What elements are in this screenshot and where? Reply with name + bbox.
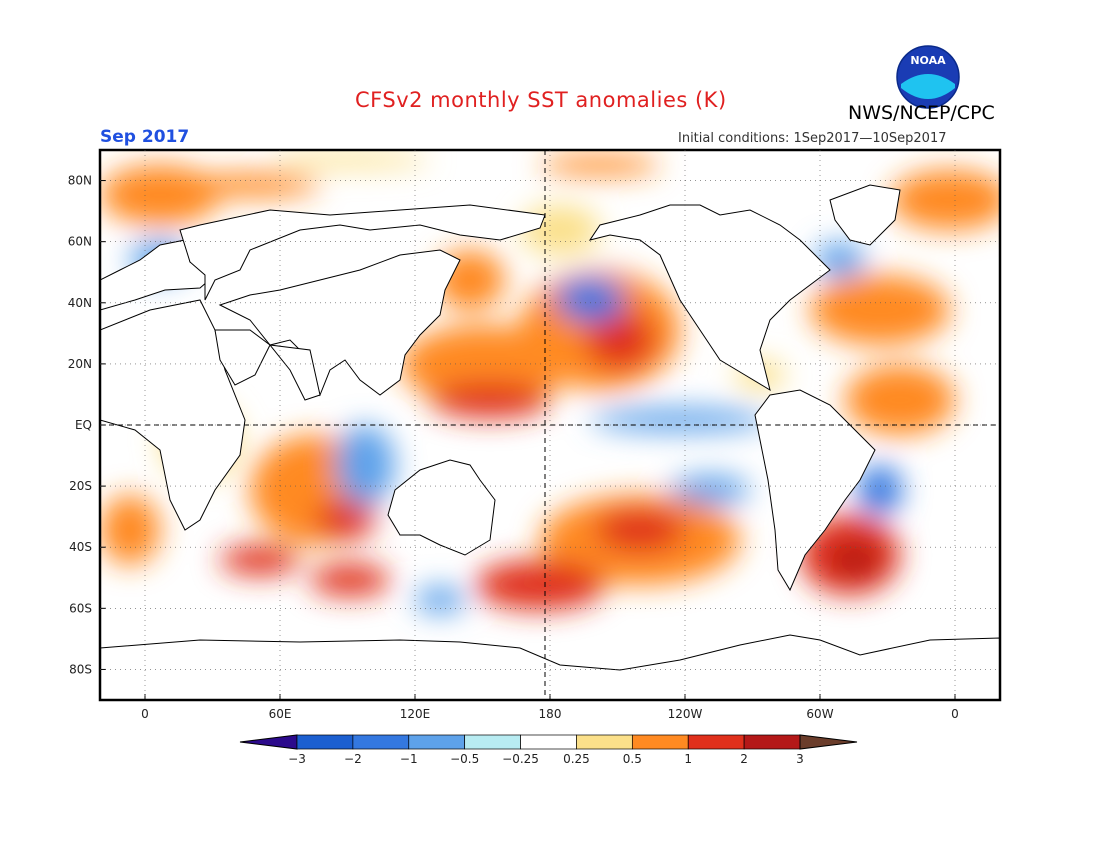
colorbar-label: −1 (400, 752, 418, 766)
colorbar-label: 1 (684, 752, 692, 766)
colorbar-bin (408, 734, 466, 750)
noaa-logo-text: NOAA (910, 54, 946, 67)
initial-conditions-label: Initial conditions: 1Sep2017—10Sep2017 (678, 131, 947, 146)
lon-tick-label: 180 (539, 707, 562, 721)
lat-tick-label: 60N (68, 235, 92, 249)
colorbar-bin (520, 734, 577, 750)
colorbar-bin (576, 734, 633, 750)
lat-tick-label: 80S (69, 662, 92, 676)
colorbar-label: 3 (796, 752, 804, 766)
colorbar-bin (687, 734, 745, 750)
lat-tick-label: 20S (69, 479, 92, 493)
noaa-logo: NOAA (896, 45, 960, 109)
continents (100, 184, 1000, 700)
colorbar-low-extend (239, 734, 298, 750)
colorbar-label: 0.5 (623, 752, 642, 766)
colorbar-label: −0.25 (502, 752, 539, 766)
lat-tick-label: 40S (69, 540, 92, 554)
colorbar-label: 2 (740, 752, 748, 766)
lat-tick-label: 20N (68, 357, 92, 371)
lon-tick-label: 0 (141, 707, 149, 721)
lat-tick-label: EQ (75, 418, 92, 432)
lon-tick-label: 120E (400, 707, 431, 721)
lon-tick-label: 60W (806, 707, 833, 721)
lat-tick-label: 40N (68, 296, 92, 310)
lon-axis: 0 60E 120E 180 120W 60W 0 (141, 150, 959, 721)
colorbar-bin (464, 734, 521, 750)
colorbar: −3 −2 −1 −0.5 −0.25 0.25 0.5 1 2 3 (239, 734, 858, 766)
colorbar-bin (631, 734, 689, 750)
colorbar-high-extend (799, 734, 858, 750)
organization-label: NWS/NCEP/CPC (848, 102, 995, 124)
colorbar-label: −0.5 (450, 752, 479, 766)
lat-tick-label: 80N (68, 174, 92, 188)
colorbar-label: −2 (344, 752, 362, 766)
colorbar-bin (352, 734, 410, 750)
colorbar-bin (296, 734, 354, 750)
chart-title: CFSv2 monthly SST anomalies (K) (355, 88, 727, 112)
lat-tick-label: 60S (69, 601, 92, 615)
lon-tick-label: 120W (668, 707, 703, 721)
month-label: Sep 2017 (100, 127, 190, 147)
colorbar-label: −3 (288, 752, 306, 766)
colorbar-bin (743, 734, 801, 750)
sst-field (100, 152, 1000, 614)
colorbar-label: 0.25 (563, 752, 590, 766)
lon-tick-label: 60E (269, 707, 292, 721)
lon-tick-label: 0 (951, 707, 959, 721)
